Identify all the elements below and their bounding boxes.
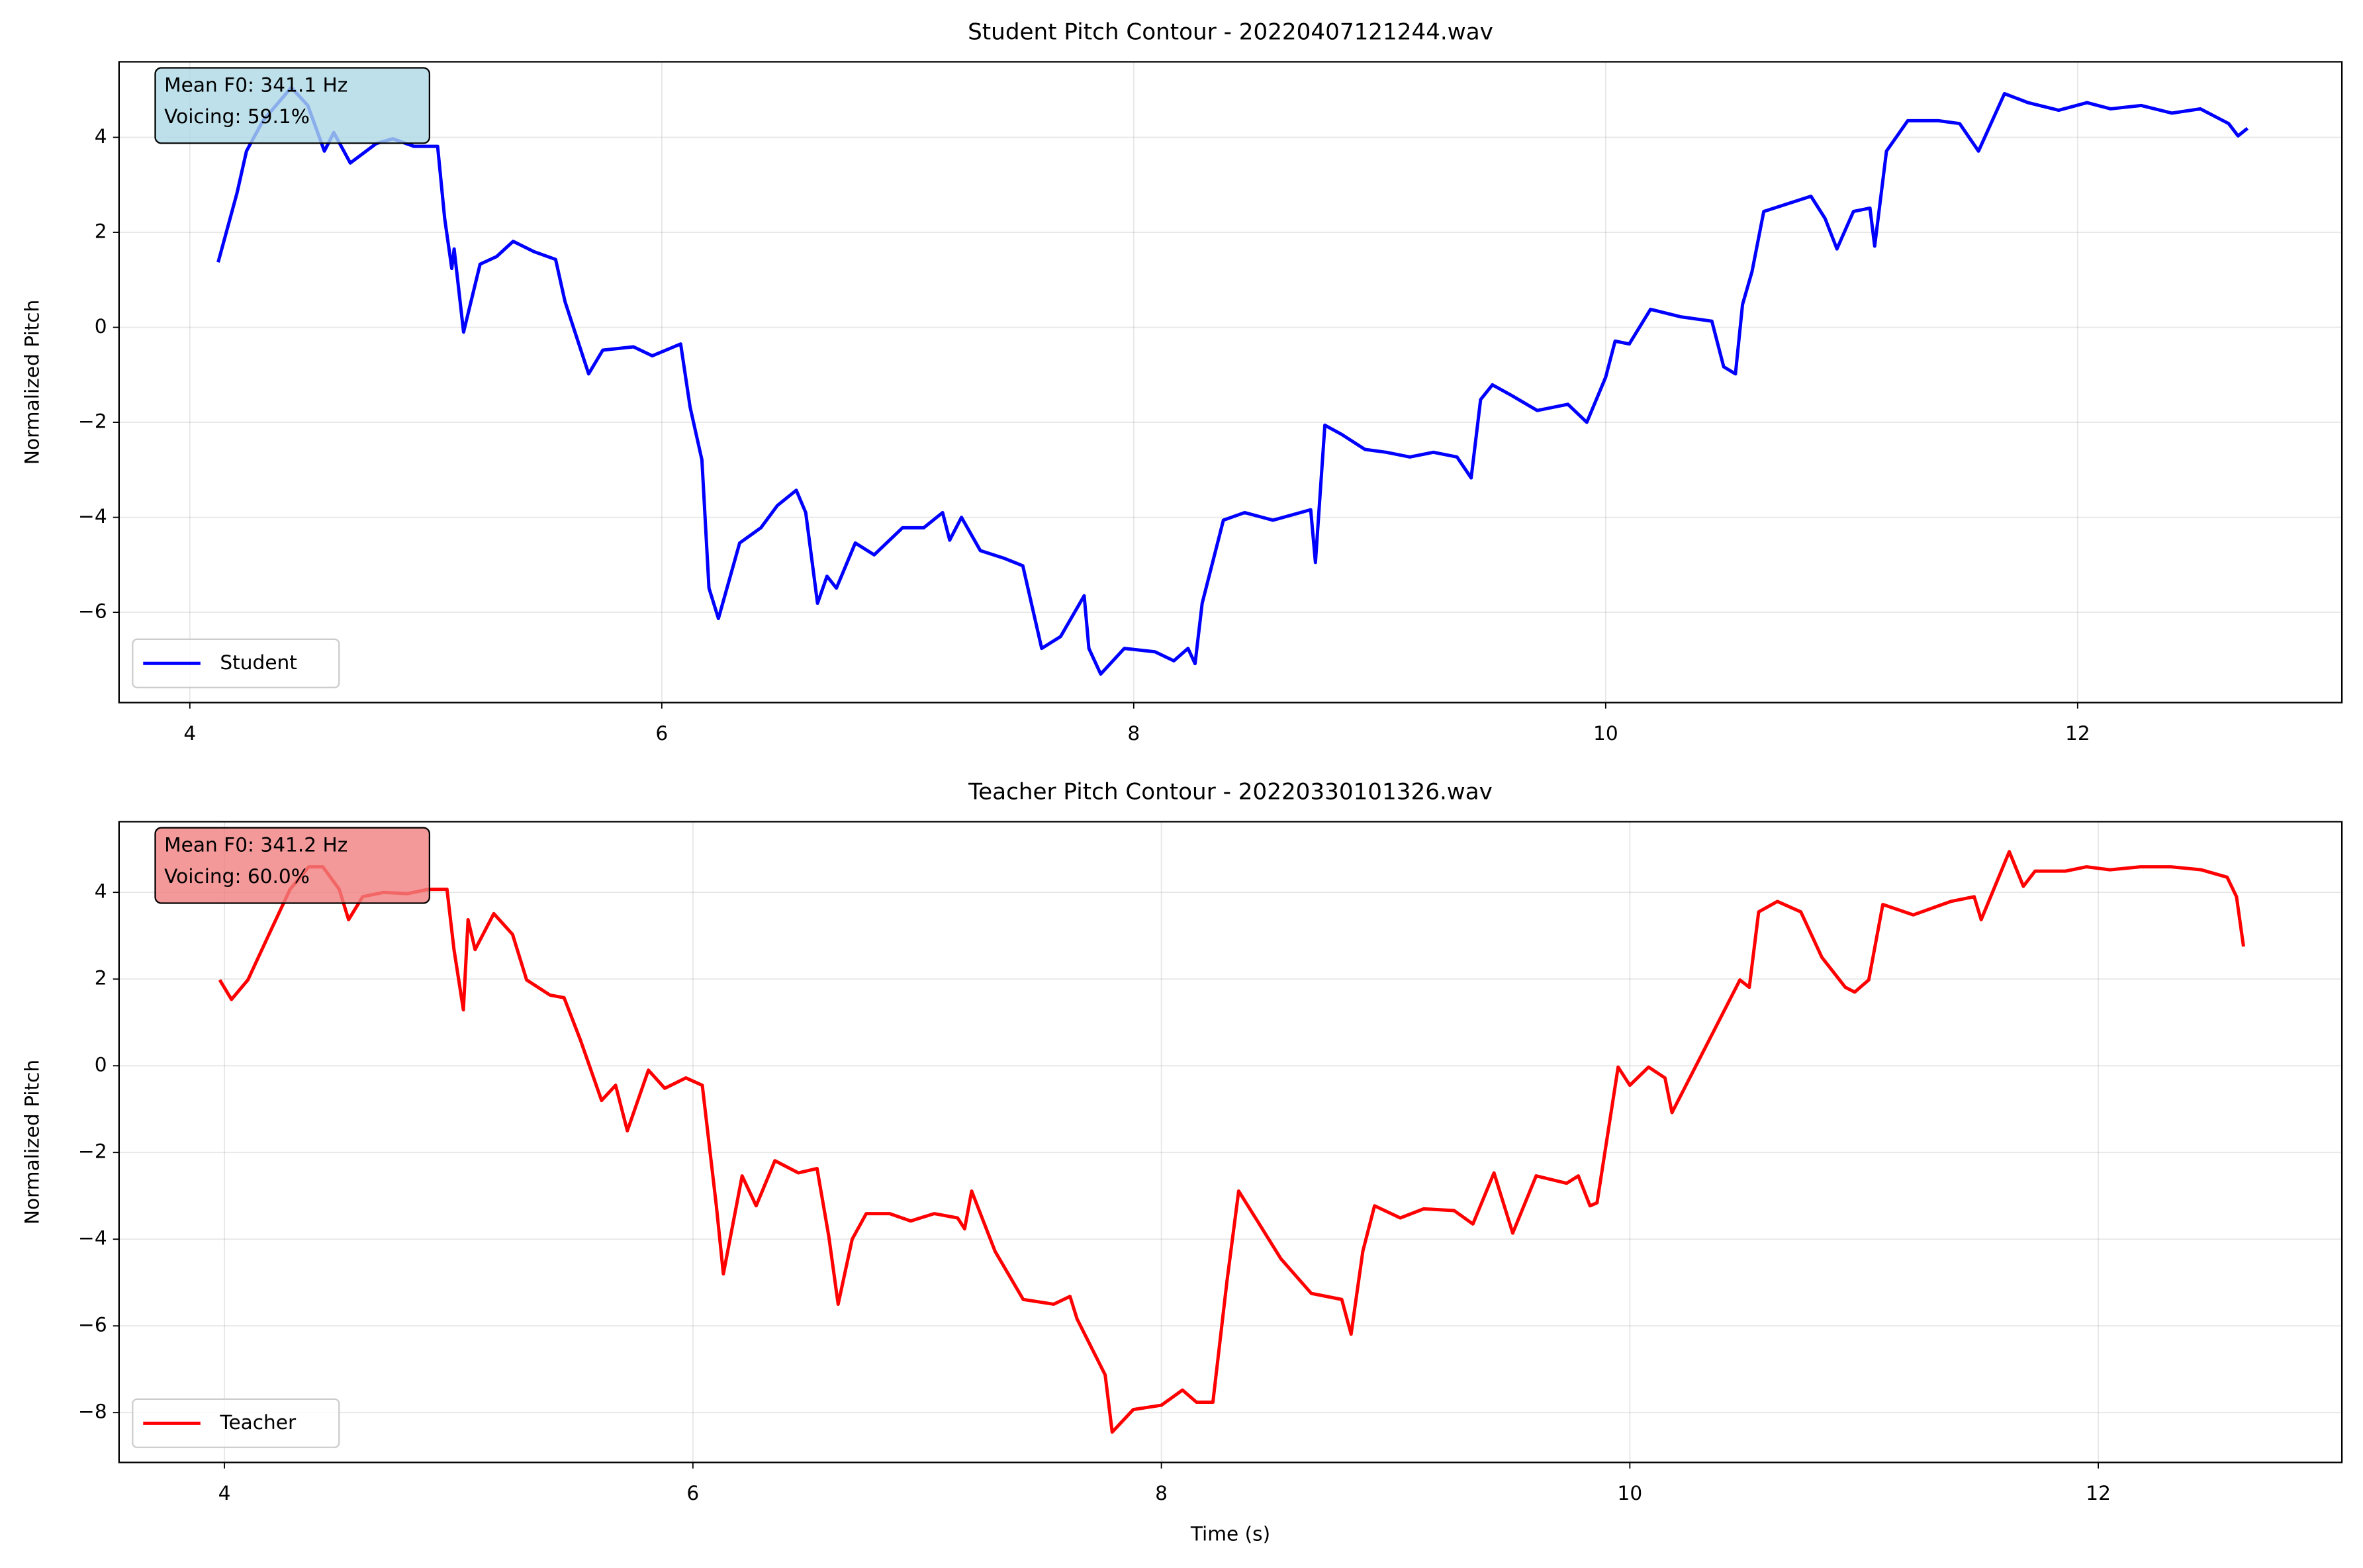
legend-label: Teacher [219, 1411, 297, 1434]
y-axis-label: Normalized Pitch [21, 1060, 44, 1224]
x-tick-label: 12 [2065, 722, 2090, 745]
legend-label: Student [220, 651, 297, 674]
x-tick-label: 6 [655, 722, 668, 745]
annotation-text: Voicing: 59.1% [164, 105, 310, 128]
x-tick-label: 12 [2086, 1482, 2111, 1504]
y-axis-label: Normalized Pitch [21, 300, 44, 465]
y-tick-label: −6 [78, 600, 107, 623]
y-tick-label: 0 [95, 1054, 107, 1076]
x-tick-label: 4 [183, 722, 196, 745]
chart-title: Student Pitch Contour - 20220407121244.w… [968, 19, 1493, 46]
y-tick-label: −2 [78, 410, 107, 433]
line-series [218, 850, 2245, 1434]
x-tick-label: 8 [1127, 722, 1140, 745]
x-tick-label: 8 [1155, 1482, 1168, 1504]
legend-box [132, 1398, 340, 1448]
y-tick-label: −2 [78, 1140, 107, 1163]
y-tick-label: 2 [95, 967, 107, 990]
y-tick-label: 4 [95, 125, 107, 148]
y-tick-label: −4 [78, 1227, 107, 1250]
plot-frame [118, 821, 2343, 1463]
line-series [216, 85, 2249, 676]
annotation-text: Mean F0: 341.1 Hz [164, 73, 348, 96]
x-tick-label: 6 [686, 1482, 699, 1504]
annotation-box [154, 67, 431, 144]
y-tick-label: −4 [78, 505, 107, 528]
x-tick-label: 4 [218, 1482, 231, 1504]
legend-box [132, 638, 340, 688]
annotation-text: Mean F0: 341.2 Hz [164, 833, 348, 856]
annotation-box [154, 827, 431, 904]
y-tick-label: −8 [78, 1401, 107, 1423]
y-tick-label: 0 [95, 315, 107, 338]
annotation-text: Voicing: 60.0% [164, 865, 310, 888]
x-axis-label: Time (s) [1190, 1522, 1270, 1545]
y-tick-label: 2 [95, 220, 107, 243]
chart-title: Teacher Pitch Contour - 20220330101326.w… [968, 779, 1493, 806]
plot-frame [118, 61, 2343, 704]
x-tick-label: 10 [1593, 722, 1618, 745]
y-tick-label: 4 [95, 880, 107, 903]
y-tick-label: −6 [78, 1314, 107, 1336]
x-tick-label: 10 [1618, 1482, 1643, 1504]
